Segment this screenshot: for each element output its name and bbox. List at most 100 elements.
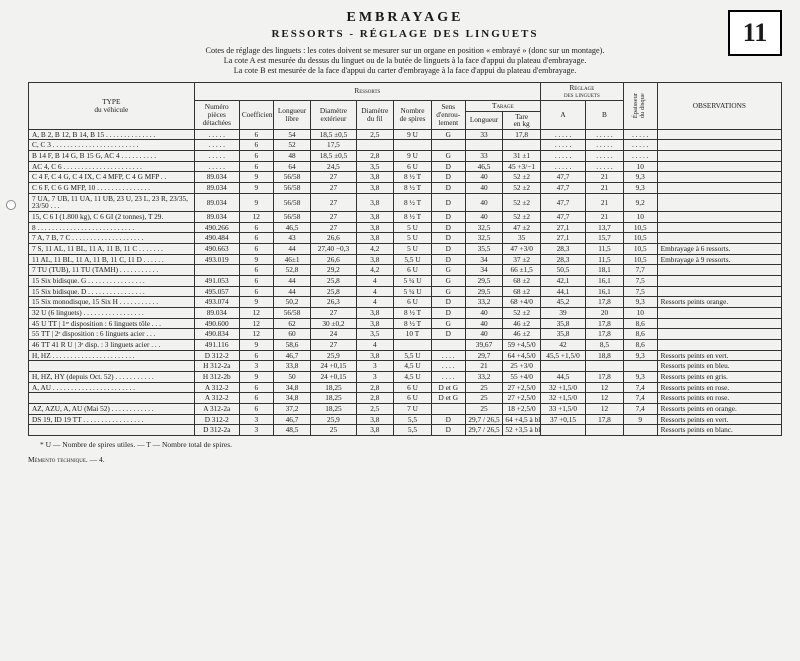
cell: 35,8 — [540, 329, 585, 340]
cell: H 312-2b — [194, 371, 239, 382]
cell — [394, 339, 432, 350]
cell-type: C 6 F, C 6 G MFP, 10 . . . . . . . . . .… — [29, 183, 195, 194]
cell: 33,8 — [273, 361, 311, 372]
cell: 9 U — [394, 129, 432, 140]
cell-obs: Ressorts peints en vert. — [657, 350, 781, 361]
cell: 9 — [239, 254, 273, 265]
cell: 491.116 — [194, 339, 239, 350]
cell: 40 — [465, 318, 503, 329]
cell: 46,7 — [273, 350, 311, 361]
cell — [356, 140, 394, 151]
cell: 89.034 — [194, 212, 239, 223]
table-row: H 312-2a333,824 +0,1534,5 U. . . .2125 +… — [29, 361, 782, 372]
cell: 4,2 — [356, 244, 394, 255]
cell: 56/58 — [273, 193, 311, 211]
cell: 25,9 — [311, 414, 356, 425]
cell: 27 — [311, 193, 356, 211]
cell: 52 ±2 — [503, 172, 541, 183]
cell: 33 +1,5/0 — [540, 403, 585, 414]
cell-obs: Ressorts peints en gris. — [657, 371, 781, 382]
cell: 58,6 — [273, 339, 311, 350]
cell: 8 ½ T — [394, 307, 432, 318]
cell: 8,6 — [623, 329, 657, 340]
cell: 2,8 — [356, 382, 394, 393]
cell: 37 +0,15 — [540, 414, 585, 425]
cell — [623, 425, 657, 436]
cell: 89.034 — [194, 307, 239, 318]
cell: 490.600 — [194, 318, 239, 329]
cell: 68 +4/0 — [503, 297, 541, 308]
cell: 34,8 — [273, 393, 311, 404]
cell: D — [431, 425, 465, 436]
th-tar-tare: Tareen kg — [503, 111, 541, 129]
cell: 42,1 — [540, 276, 585, 287]
cell: 4 — [356, 339, 394, 350]
cell: 47,7 — [540, 212, 585, 223]
cell-type: 7 UA, 7 UB, 11 UA, 11 UB, 23 U, 23 L, 23… — [29, 193, 195, 211]
cell: 46,5 — [465, 161, 503, 172]
cell: 7,4 — [623, 393, 657, 404]
cell: 56/58 — [273, 183, 311, 194]
cell: 45,2 — [540, 297, 585, 308]
cell: 50,2 — [273, 297, 311, 308]
th-sens: Sensd'enrou-lement — [431, 100, 465, 129]
cell: 27 — [311, 339, 356, 350]
cell: G — [431, 276, 465, 287]
cell: G — [431, 286, 465, 297]
cell: 60 — [273, 329, 311, 340]
cell: 10,5 — [623, 233, 657, 244]
table-row: 45 U TT | 1ʳᵉ disposition : 6 linguets t… — [29, 318, 782, 329]
cell — [540, 425, 585, 436]
cell-type: 7 A, 7 B, 7 C . . . . . . . . . . . . . … — [29, 233, 195, 244]
cell: 30 ±0,2 — [311, 318, 356, 329]
cell: 490.484 — [194, 233, 239, 244]
cell: 495.057 — [194, 286, 239, 297]
th-dext: Diamètreextérieur — [311, 100, 356, 129]
cell-obs — [657, 212, 781, 223]
table-row: 7 TU (TUB), 11 TU (TAMH) . . . . . . . .… — [29, 265, 782, 276]
cell: 490.266 — [194, 222, 239, 233]
cell: 27 +2,5/0 — [503, 393, 541, 404]
cell: 9 — [239, 172, 273, 183]
cell: 9,3 — [623, 371, 657, 382]
th-dfil: Diamètredu fil — [356, 100, 394, 129]
cell-type: B 14 F, B 14 G, B 15 G, AC 4 . . . . . .… — [29, 151, 195, 162]
cell-obs: Ressorts peints en rose. — [657, 382, 781, 393]
intro-line2: La cote A est mesurée du dessus du lingu… — [224, 56, 587, 65]
cell: 490.663 — [194, 244, 239, 255]
cell: 6 — [239, 244, 273, 255]
cell-type: 7 TU (TUB), 11 TU (TAMH) . . . . . . . .… — [29, 265, 195, 276]
cell: 9 — [239, 297, 273, 308]
cell-obs — [657, 233, 781, 244]
cell: 27 +2,5/0 — [503, 382, 541, 393]
cell: 6 U — [394, 265, 432, 276]
cell: 32,5 — [465, 222, 503, 233]
cell: 56/58 — [273, 307, 311, 318]
cell: 25,8 — [311, 286, 356, 297]
table-row: 15 Six bidisque. D . . . . . . . . . . .… — [29, 286, 782, 297]
cell: 47,7 — [540, 193, 585, 211]
cell-obs: Ressorts peints en rose. — [657, 393, 781, 404]
cell: 89.034 — [194, 172, 239, 183]
cell: 33 — [465, 129, 503, 140]
cell: 4,2 — [356, 265, 394, 276]
cell: 3,8 — [356, 318, 394, 329]
cell-obs — [657, 265, 781, 276]
table-row: C 4 F, C 4 G, C 4 IX, C 4 MFP, C 4 G MFP… — [29, 172, 782, 183]
cell — [431, 140, 465, 151]
cell: 24 +0,15 — [311, 361, 356, 372]
cell-type: H, HZ, HY (depuis Oct. 52) . . . . . . .… — [29, 371, 195, 382]
cell: 3 — [356, 361, 394, 372]
cell: D — [431, 183, 465, 194]
cell: 17,8 — [586, 414, 624, 425]
memento: Mémento technique. — 4. — [28, 455, 782, 464]
cell — [540, 361, 585, 372]
th-b: B — [586, 100, 624, 129]
cell: 29,7 — [465, 350, 503, 361]
cell-type: AZ, AZU, A, AU (Mai 52) . . . . . . . . … — [29, 403, 195, 414]
cell: 31 ±1 — [503, 151, 541, 162]
cell-type: 46 TT 41 R U | 3ᵉ disp. : 3 linguets aci… — [29, 339, 195, 350]
table-row: D 312-2a348,5253,85,5D29,7 / 26,552 +3,5… — [29, 425, 782, 436]
cell — [431, 339, 465, 350]
cell — [194, 265, 239, 276]
